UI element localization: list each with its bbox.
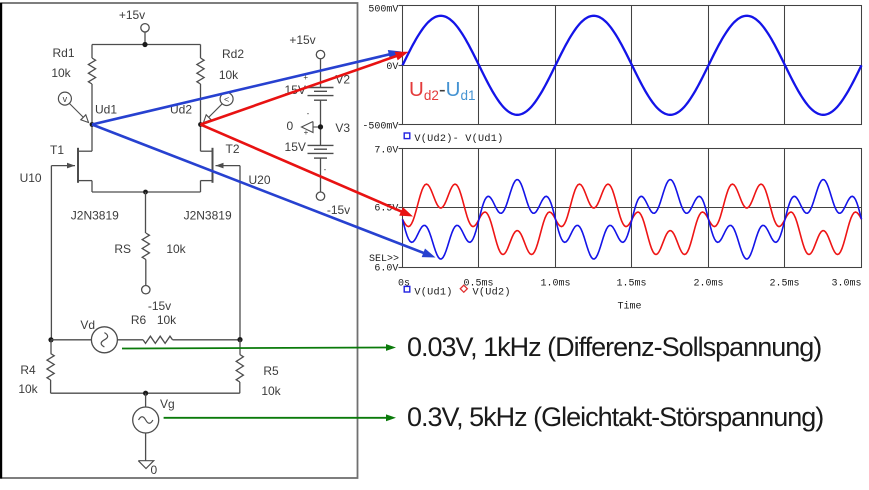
- svg-text:0V: 0V: [386, 62, 398, 73]
- svg-text:R5: R5: [263, 364, 279, 378]
- svg-text:10k: 10k: [261, 384, 281, 398]
- svg-text:Rd1: Rd1: [52, 46, 74, 60]
- svg-text:Rd2: Rd2: [222, 47, 244, 61]
- svg-text:V(Ud2): V(Ud2): [473, 286, 511, 298]
- svg-text:V(Ud1): V(Ud1): [414, 286, 452, 298]
- svg-text:-: -: [324, 165, 327, 174]
- svg-text:2.0ms: 2.0ms: [693, 278, 723, 289]
- svg-text:T1: T1: [50, 143, 64, 157]
- svg-text:+15v: +15v: [289, 33, 315, 47]
- svg-text:10k: 10k: [219, 68, 239, 82]
- svg-text:-: -: [307, 109, 310, 118]
- svg-text:3.0ms: 3.0ms: [831, 278, 861, 289]
- svg-text:0.03V, 1kHz (Differenz-Sollspa: 0.03V, 1kHz (Differenz-Sollspannung): [407, 332, 821, 362]
- svg-text:U10: U10: [20, 171, 42, 185]
- svg-text:0: 0: [287, 119, 294, 133]
- svg-text:RS: RS: [114, 242, 131, 256]
- svg-text:Ud2-Ud1: Ud2-Ud1: [409, 78, 476, 103]
- svg-text:15V: 15V: [285, 140, 306, 154]
- svg-text:0: 0: [151, 463, 158, 477]
- svg-text:T2: T2: [226, 142, 240, 156]
- svg-text:SEL>>: SEL>>: [369, 254, 399, 265]
- svg-text:Time: Time: [617, 301, 641, 313]
- svg-text:1.5ms: 1.5ms: [616, 278, 646, 289]
- svg-text:0.3V, 5kHz (Gleichtakt-Störspa: 0.3V, 5kHz (Gleichtakt-Störspannung): [407, 402, 823, 432]
- svg-text:Vd: Vd: [80, 318, 95, 332]
- svg-text:V3: V3: [335, 121, 350, 135]
- svg-text:Ud1: Ud1: [95, 103, 117, 117]
- svg-text:J2N3819: J2N3819: [184, 209, 232, 223]
- svg-text:500mV: 500mV: [368, 5, 398, 16]
- svg-text:1.0ms: 1.0ms: [540, 278, 570, 289]
- svg-text:<: <: [224, 95, 229, 105]
- svg-text:2.5ms: 2.5ms: [769, 278, 799, 289]
- svg-text:6.0V: 6.0V: [374, 264, 398, 275]
- svg-text:J2N3819: J2N3819: [71, 209, 119, 223]
- svg-text:10k: 10k: [157, 313, 177, 327]
- svg-text:v: v: [63, 94, 68, 104]
- svg-text:U20: U20: [249, 173, 271, 187]
- svg-text:-15v: -15v: [327, 203, 350, 217]
- svg-text:+: +: [304, 128, 309, 137]
- svg-text:10k: 10k: [166, 242, 186, 256]
- svg-text:V(Ud2)- V(Ud1): V(Ud2)- V(Ud1): [414, 133, 503, 145]
- svg-text:R6: R6: [131, 313, 147, 327]
- svg-text:+15v: +15v: [119, 8, 145, 22]
- svg-text:0s: 0s: [398, 278, 410, 289]
- svg-text:10k: 10k: [51, 66, 71, 80]
- svg-text:R4: R4: [20, 363, 36, 377]
- svg-text:+: +: [303, 73, 308, 82]
- svg-text:Vg: Vg: [160, 397, 175, 411]
- svg-text:0.5ms: 0.5ms: [463, 278, 493, 289]
- svg-text:6.5V: 6.5V: [374, 204, 398, 215]
- svg-text:-15v: -15v: [148, 299, 171, 313]
- svg-text:10k: 10k: [18, 382, 38, 396]
- svg-text:7.0V: 7.0V: [374, 145, 398, 156]
- svg-text:-500mV: -500mV: [362, 122, 398, 133]
